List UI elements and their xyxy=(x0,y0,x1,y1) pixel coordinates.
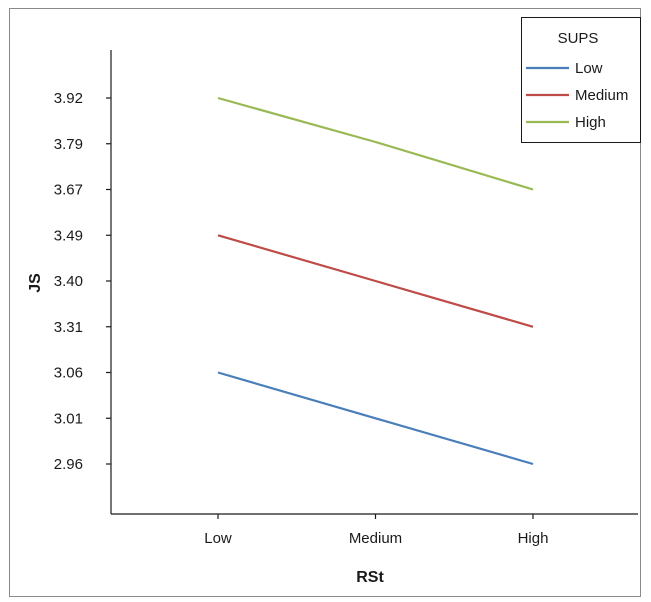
legend-items: Low Medium High xyxy=(526,60,628,131)
y-tick-label: 3.92 xyxy=(54,90,83,107)
legend-label-low: Low xyxy=(575,60,603,77)
y-tick-label: 3.01 xyxy=(54,410,83,427)
y-tick-label: 3.67 xyxy=(54,182,83,199)
y-axis-title: JS xyxy=(27,273,44,293)
x-tick-label: Low xyxy=(204,530,232,547)
y-tick-label: 2.96 xyxy=(54,456,83,473)
x-ticks: Low Medium High xyxy=(204,514,548,547)
legend: SUPS Low Medium High xyxy=(521,17,641,143)
y-tick-label: 3.31 xyxy=(54,319,83,336)
legend-label-medium: Medium xyxy=(575,87,628,104)
series-line-medium xyxy=(217,234,534,328)
y-ticks: 3.92 3.79 3.67 3.49 3.40 3.31 3.06 3.01 2.96 xyxy=(54,90,111,473)
x-axis-title: RSt xyxy=(356,569,384,586)
x-tick-label: Medium xyxy=(349,530,402,547)
y-tick-label: 3.40 xyxy=(54,273,83,290)
legend-title: SUPS xyxy=(558,30,599,47)
y-tick-label: 3.49 xyxy=(54,227,83,244)
legend-label-high: High xyxy=(575,114,606,131)
x-tick-label: High xyxy=(518,530,549,547)
series-lines xyxy=(217,96,534,466)
series-line-high xyxy=(217,96,534,191)
y-tick-label: 3.06 xyxy=(54,365,83,382)
series-line-low xyxy=(217,371,534,466)
y-tick-label: 3.79 xyxy=(54,136,83,153)
